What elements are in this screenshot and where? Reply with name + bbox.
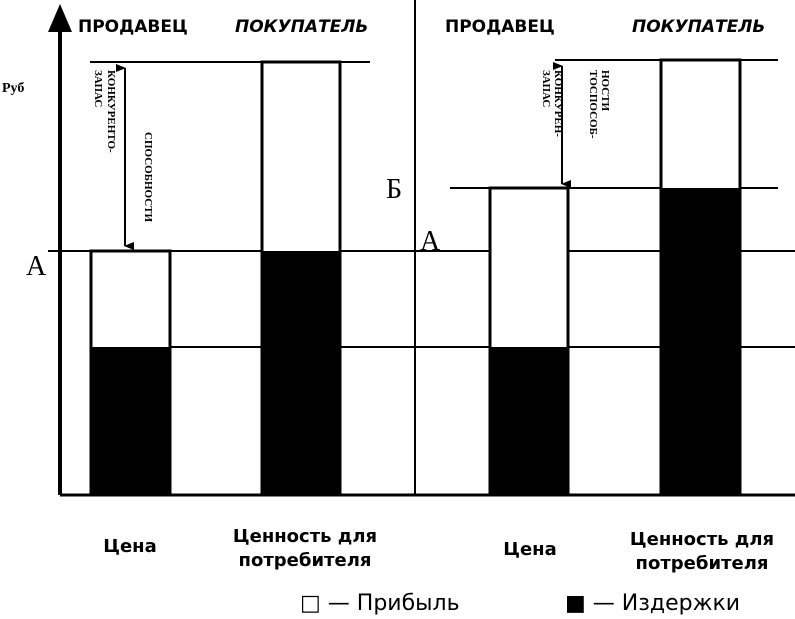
margin-label: ТОСПОСОБ- [587,70,599,139]
buyer-label: ПОКУПАТЕЛЬ [235,17,368,37]
value-label: Ценность для [630,529,774,550]
price-label: Цена [503,539,557,560]
legend-costs: ■ — Издержки [565,591,740,616]
value-label: потребителя [636,553,769,574]
cost-fill [661,188,740,495]
level-a: А [26,251,47,282]
margin-label: КОНКУРЕНТО- [105,70,117,153]
price-label: Цена [103,536,157,557]
value-label: Ценность для [233,526,377,547]
margin-label: СПОСОБНОСТИ [142,132,154,222]
margin-label: ЗАПАС [92,70,104,107]
margin-label: НОСТИ [599,70,611,112]
buyer-label: ПОКУПАТЕЛЬ [632,17,765,37]
axis-arrow [48,4,72,32]
seller-label: ПРОДАВЕЦ [78,17,188,37]
cost-fill [490,347,568,495]
value-label: потребителя [239,550,372,571]
axis-unit: Руб [2,81,24,96]
seller-label: ПРОДАВЕЦ [445,17,555,37]
margin-label: ЗАПАС [540,70,552,107]
level-b: Б [386,174,402,205]
cost-fill [91,347,170,495]
legend-profit: □ — Прибыль [300,591,460,616]
margin-label: КОНКУРЕН- [552,70,564,137]
cost-fill [262,251,340,495]
level-a: А [420,226,441,257]
